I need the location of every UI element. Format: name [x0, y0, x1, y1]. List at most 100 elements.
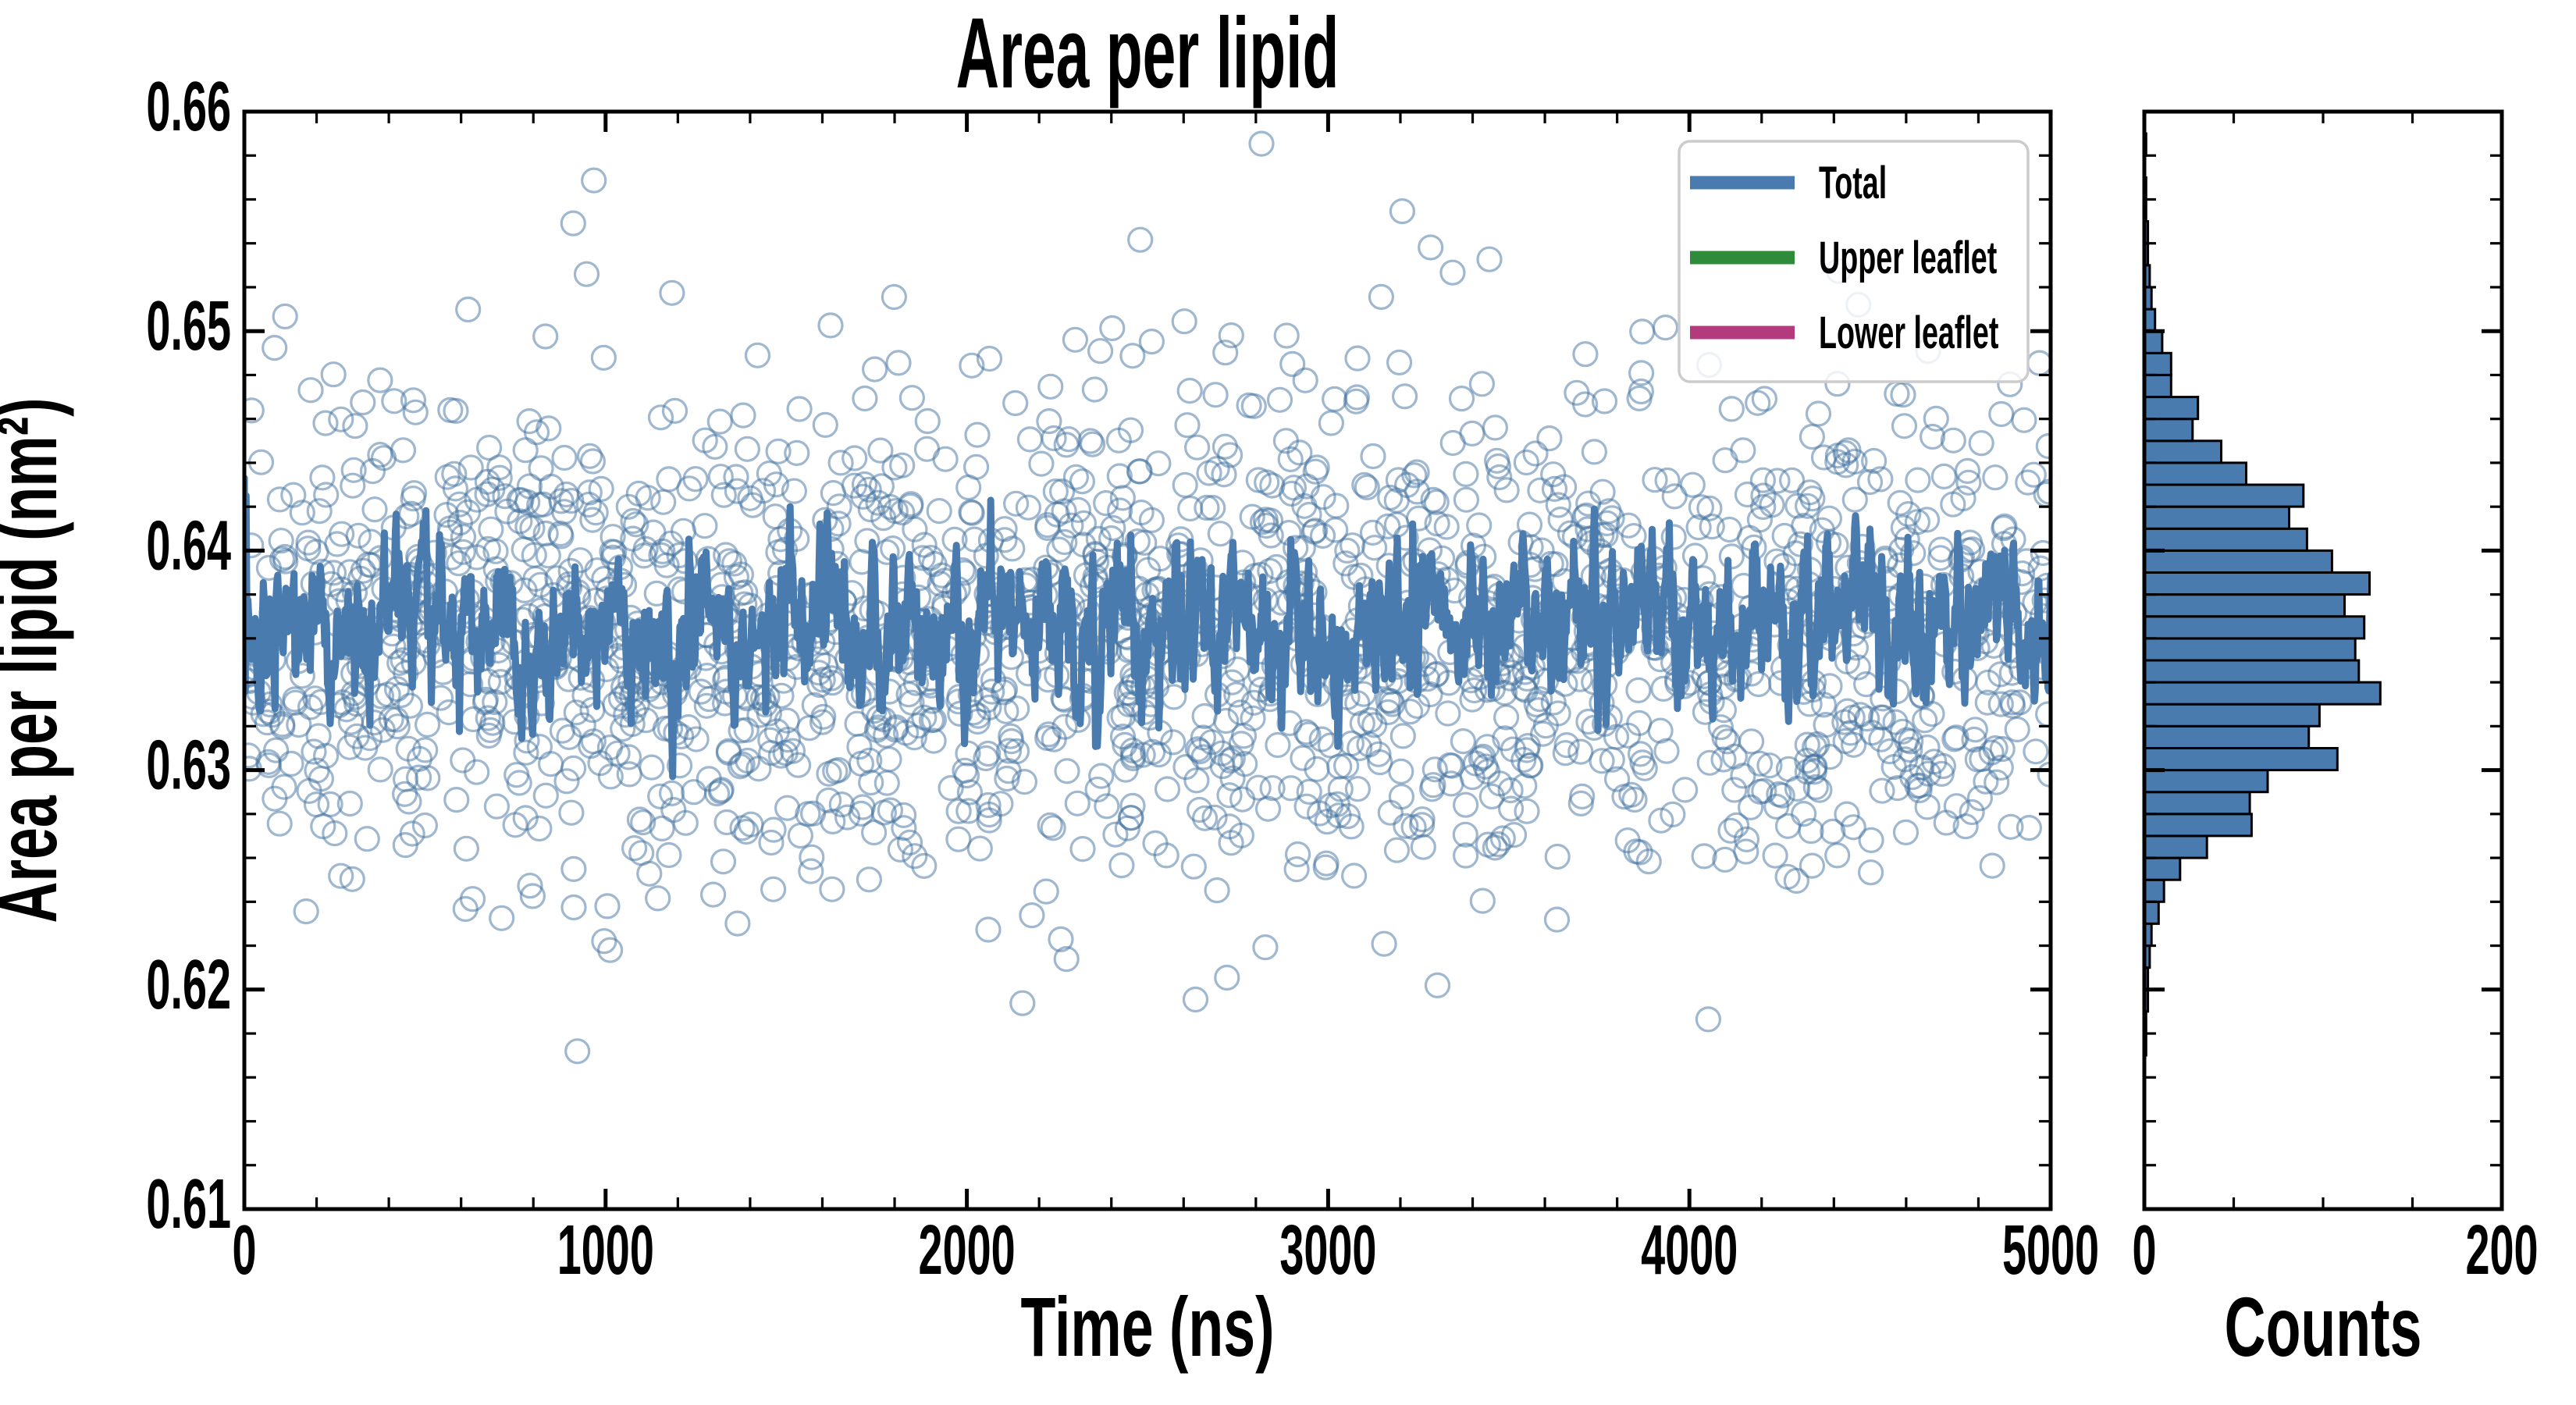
scatter-point: [506, 770, 532, 796]
scatter-point: [1361, 712, 1388, 738]
scatter-point: [723, 564, 750, 590]
scatter-point: [367, 756, 393, 783]
scatter-point: [1450, 727, 1477, 755]
scatter-point: [1589, 748, 1615, 774]
scatter-point: [1279, 350, 1306, 377]
scatter-point: [998, 723, 1024, 749]
scatter-point: [913, 436, 941, 462]
scatter-point: [635, 485, 661, 511]
scatter-point: [975, 916, 1002, 943]
scatter-point: [1094, 793, 1120, 820]
scatter-point: [1119, 737, 1146, 764]
scatter-point: [660, 796, 687, 823]
scatter-point: [1626, 710, 1653, 737]
scatter-point: [1749, 467, 1776, 493]
scatter-point: [1941, 726, 1968, 752]
scatter-point: [1514, 732, 1542, 759]
histogram-bar: [2144, 439, 2222, 464]
scatter-point: [1968, 430, 1994, 457]
scatter-point: [746, 702, 773, 728]
scatter-point: [1186, 796, 1213, 823]
scatter-point: [464, 759, 490, 785]
scatter-point: [560, 855, 587, 883]
scatter-point: [758, 829, 785, 856]
scatter-point: [809, 667, 836, 693]
scatter-point: [1841, 731, 1867, 758]
scatter-point: [1695, 1006, 1721, 1033]
histogram-bar: [2144, 834, 2208, 859]
scatter-point: [1891, 413, 1918, 439]
scatter-point: [1207, 521, 1233, 547]
scatter-point: [573, 261, 600, 287]
scatter-point: [272, 303, 298, 329]
scatter-point: [604, 740, 631, 767]
scatter-point: [1318, 410, 1345, 436]
scatter-point: [828, 791, 855, 818]
scatter-point: [1746, 750, 1774, 777]
scatter-point: [1775, 756, 1802, 782]
scatter-point: [564, 1038, 591, 1065]
scatter-point: [342, 413, 368, 439]
scatter-point: [1927, 545, 1954, 571]
scatter-point: [1905, 467, 1931, 493]
scatter-point: [590, 344, 617, 371]
scatter-point: [905, 713, 932, 739]
scatter-point: [647, 783, 674, 809]
scatter-point: [1717, 817, 1744, 844]
scatter-point: [1216, 813, 1243, 840]
scatter-point: [1176, 378, 1203, 404]
scatter-point: [450, 539, 476, 565]
scatter-point: [1711, 724, 1738, 751]
scatter-point: [639, 754, 665, 781]
scatter-point: [339, 866, 365, 892]
scatter-point: [1751, 777, 1777, 804]
scatter-point: [626, 806, 653, 833]
scatter-point: [1733, 838, 1759, 865]
scatter-point: [2004, 716, 2030, 743]
scatter-point: [955, 798, 982, 824]
scatter-point: [1452, 842, 1479, 869]
histogram-bar: [2144, 373, 2172, 398]
scatter-point: [688, 678, 714, 705]
scatter-point: [873, 770, 900, 796]
scatter-point: [973, 745, 999, 772]
scatter-point: [512, 437, 539, 464]
scatter-point: [1489, 825, 1516, 852]
scatter-point: [898, 385, 926, 411]
scatter-point: [266, 486, 293, 513]
scatter-point: [1858, 827, 1884, 854]
scatter-point: [289, 663, 315, 689]
scatter-point: [1219, 745, 1246, 772]
scatter-point: [1581, 439, 1608, 465]
scatter-point: [1839, 704, 1866, 731]
scatter-point: [1892, 819, 1920, 846]
histogram-bar: [2144, 615, 2366, 640]
scatter-point: [649, 815, 675, 842]
scatter-point: [1389, 723, 1416, 749]
scatter-point: [1802, 734, 1828, 761]
scatter-point: [760, 816, 787, 843]
scatter-point: [699, 881, 727, 908]
scatter-point: [1304, 756, 1330, 783]
scatter-point: [1284, 841, 1311, 868]
histogram-bar: [2144, 483, 2305, 508]
scatter-point: [591, 928, 617, 955]
scatter-point: [560, 210, 586, 237]
histogram-bar: [2144, 791, 2251, 816]
scatter-point: [645, 885, 671, 912]
scatter-point: [1317, 732, 1344, 759]
histogram-bar: [2144, 527, 2308, 552]
scatter-point: [1036, 407, 1062, 435]
legend: Total Upper leaflet Lower leaflet: [1678, 140, 2030, 383]
scatter-point: [390, 437, 417, 464]
scatter-point: [945, 798, 972, 824]
scatter-point: [1791, 800, 1817, 827]
scatter-point: [1037, 373, 1064, 400]
scatter-point: [1696, 749, 1723, 776]
scatter-point: [1408, 812, 1436, 838]
scatter-point: [305, 723, 332, 749]
scatter-point: [1350, 681, 1377, 707]
scatter-point: [659, 279, 685, 306]
scatter-point: [1112, 756, 1139, 783]
scatter-point: [556, 724, 582, 751]
